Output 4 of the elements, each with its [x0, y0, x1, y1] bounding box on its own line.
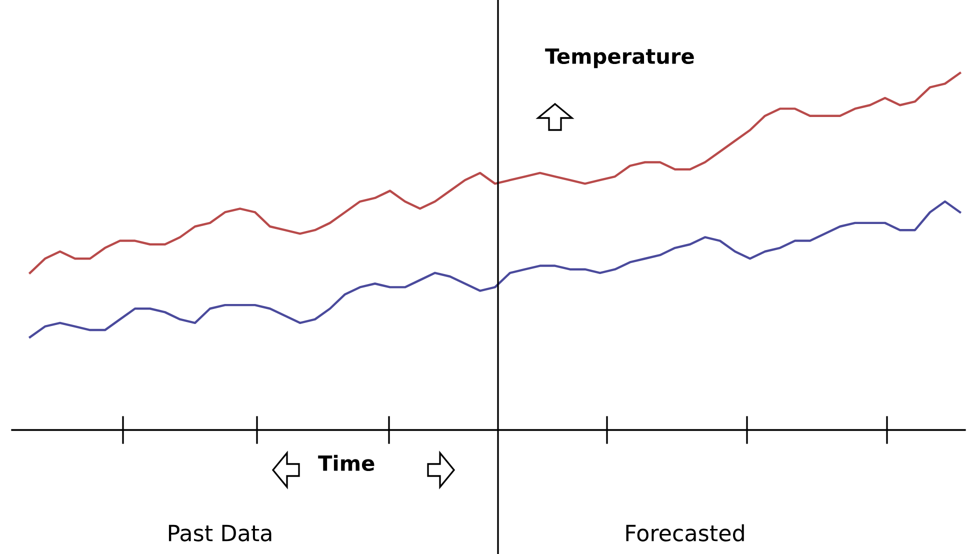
text: Forecasted	[626, 524, 744, 542]
text: Time	[318, 454, 374, 472]
text: Past Data	[168, 524, 272, 542]
text: Temperature	[545, 48, 694, 68]
